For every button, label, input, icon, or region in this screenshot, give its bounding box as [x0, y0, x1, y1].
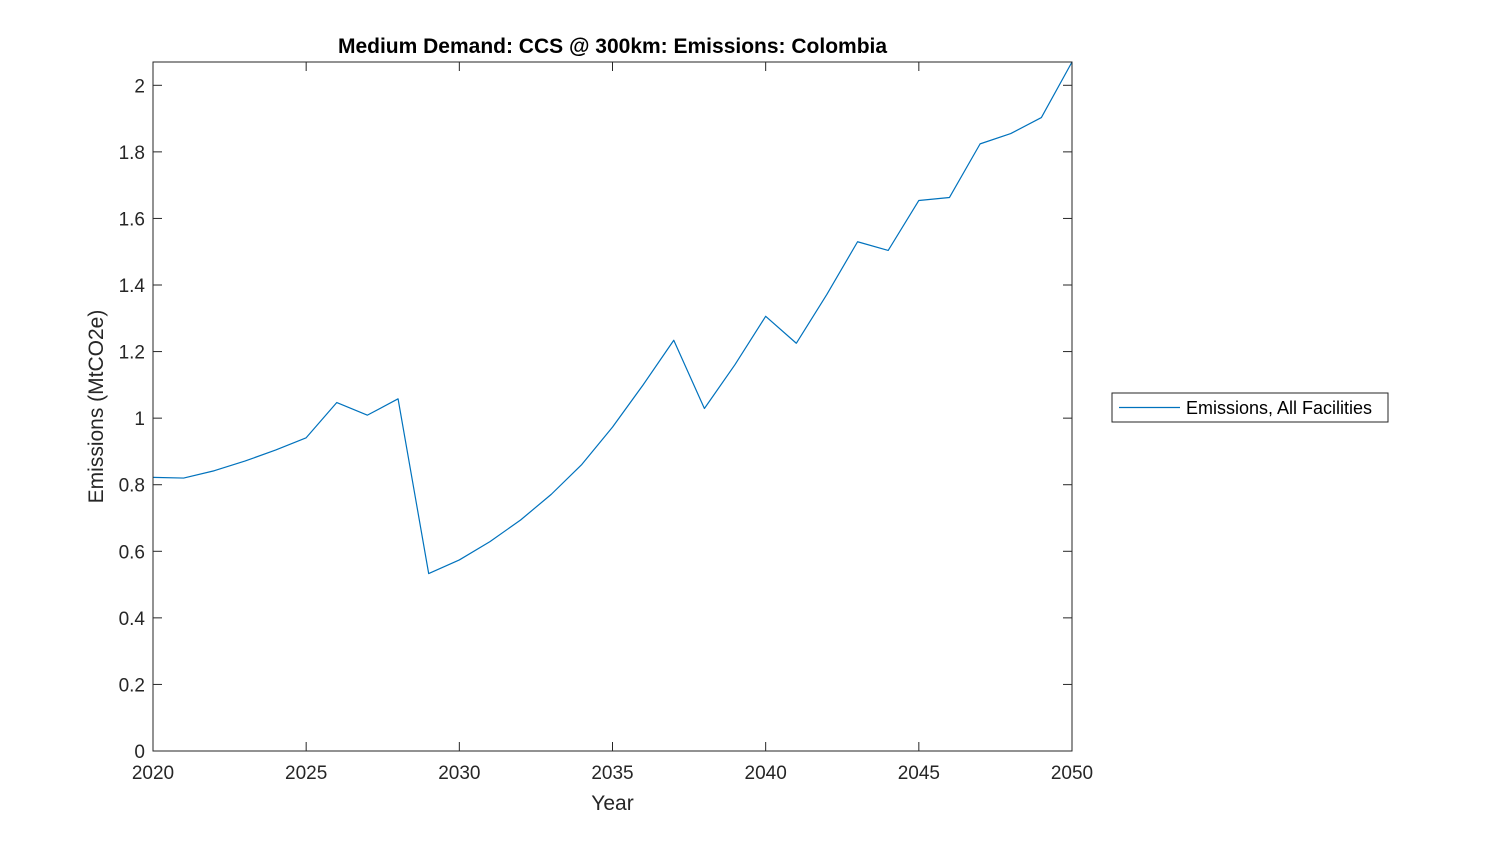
- y-tick-label: 1.8: [119, 143, 145, 164]
- y-axis-title: Emissions (MtCO2e): [85, 310, 108, 504]
- series-lines: [152, 61, 1073, 575]
- series-line: [152, 61, 1073, 575]
- plot-area-border: [152, 61, 1073, 752]
- legend-label: Emissions, All Facilities: [1186, 398, 1372, 418]
- x-tick-label: 2020: [132, 763, 174, 784]
- x-tick-label: 2030: [438, 763, 480, 784]
- y-tick-label: 0.8: [119, 476, 145, 497]
- x-axis-title: Year: [591, 792, 633, 815]
- plot-area-background: [153, 62, 1072, 751]
- y-tick-label: 2: [134, 76, 145, 97]
- legend[interactable]: Emissions, All Facilities: [1111, 392, 1389, 423]
- y-axis-ticks: 0 0.2 0.4 0.6 0.8 1 1.2 1.4 1.6 1.8 2: [119, 76, 1072, 763]
- y-tick-label: 1.6: [119, 209, 145, 230]
- y-tick-label: 1.4: [119, 276, 146, 297]
- y-tick-label: 1.2: [119, 343, 145, 364]
- y-tick-label: 0: [134, 742, 145, 763]
- x-tick-label: 2025: [285, 763, 327, 784]
- x-tick-label: 2045: [898, 763, 940, 784]
- y-tick-label: 0.2: [119, 675, 145, 696]
- x-tick-label: 2040: [745, 763, 787, 784]
- y-tick-label: 0.4: [119, 609, 146, 630]
- y-tick-label: 1: [134, 409, 145, 430]
- x-tick-label: 2050: [1051, 763, 1093, 784]
- chart-title: Medium Demand: CCS @ 300km: Emissions: C…: [338, 35, 887, 58]
- y-tick-label: 0.6: [119, 542, 145, 563]
- x-tick-label: 2035: [591, 763, 633, 784]
